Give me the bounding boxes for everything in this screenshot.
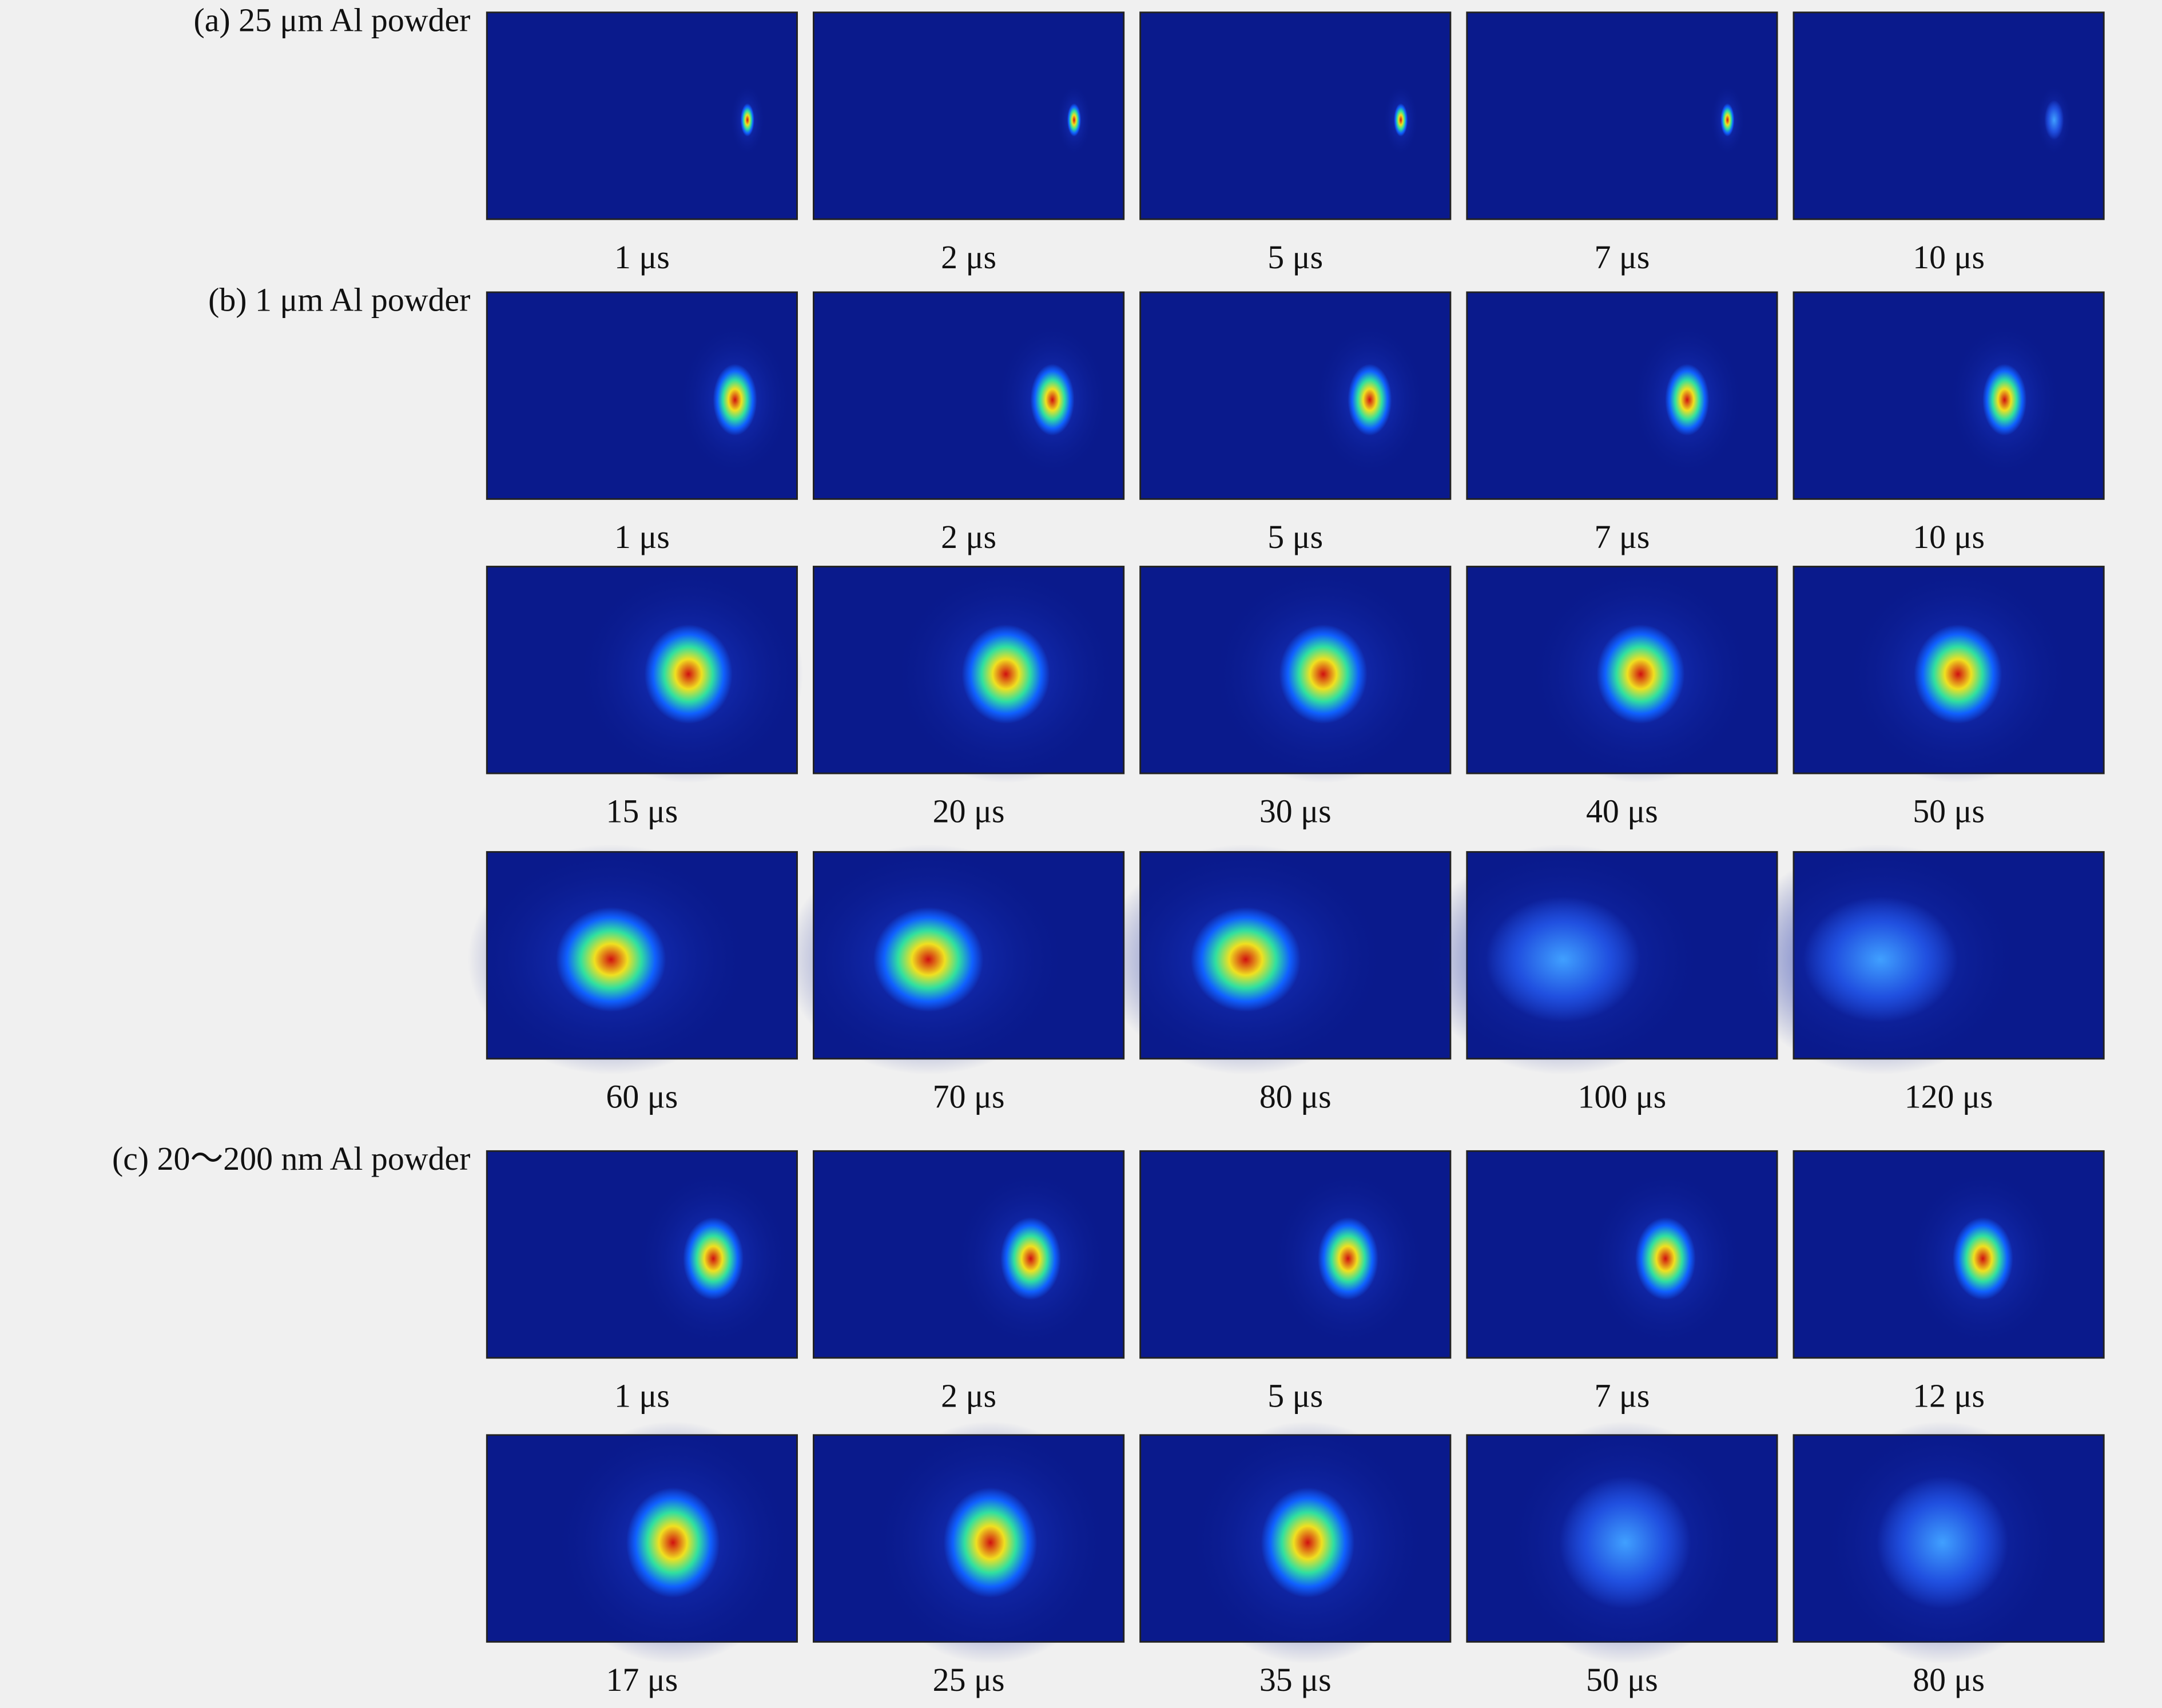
time-caption: 15 μs [606,793,678,830]
panel-label: (c) 20～200 nm Al powder [112,1140,470,1177]
time-caption: 5 μs [1267,1377,1323,1414]
plume [1348,364,1392,436]
plume [555,907,666,1012]
panel-label: (a) 25 μm Al powder [193,1,470,38]
plume [1485,896,1640,1023]
plume [1877,1476,2008,1609]
time-caption: 25 μs [933,1661,1005,1698]
plume [873,907,984,1012]
plume [943,1487,1038,1598]
plume [1190,907,1301,1012]
plume [2044,100,2064,140]
time-caption: 2 μs [941,518,996,555]
time-caption: 7 μs [1594,518,1650,555]
time-caption: 12 μs [1913,1377,1985,1414]
plume [1394,103,1408,137]
time-caption: 80 μs [1913,1661,1985,1698]
panel-label: (b) 1 μm Al powder [208,281,470,318]
plume [1596,624,1685,724]
time-caption: 7 μs [1594,239,1650,276]
time-caption: 2 μs [941,1377,996,1414]
time-caption: 50 μs [1586,1661,1658,1698]
plume [1665,364,1710,436]
plume [683,1217,744,1300]
time-caption: 1 μs [614,1377,670,1414]
plume [1317,1217,1378,1300]
time-caption: 2 μs [941,239,996,276]
time-caption: 10 μs [1913,239,1985,276]
time-caption: 1 μs [614,518,670,555]
plume [1030,364,1075,436]
plume [1982,364,2027,436]
plume [1279,624,1368,724]
time-caption: 80 μs [1259,1078,1332,1115]
plume [1261,1487,1355,1598]
time-caption: 70 μs [933,1078,1005,1115]
time-caption: 30 μs [1259,793,1332,830]
time-caption: 35 μs [1259,1661,1332,1698]
plume [626,1487,720,1598]
plume [1914,624,2002,724]
time-caption: 5 μs [1267,518,1323,555]
time-caption: 50 μs [1913,793,1985,830]
plume [1000,1217,1062,1300]
plume [1952,1217,2013,1300]
plume [644,624,733,724]
plume [740,103,754,137]
time-caption: 17 μs [606,1661,678,1698]
plume [961,624,1050,724]
plume [1635,1217,1696,1300]
plume [1720,103,1735,137]
time-caption: 5 μs [1267,239,1323,276]
plume [1803,896,1958,1023]
time-caption: 60 μs [606,1078,678,1115]
plume [1067,103,1081,137]
time-caption: 10 μs [1913,518,1985,555]
time-caption: 40 μs [1586,793,1658,830]
time-caption: 100 μs [1578,1078,1667,1115]
plume [1559,1476,1691,1609]
time-caption: 20 μs [933,793,1005,830]
time-caption: 120 μs [1905,1078,1993,1115]
time-caption: 1 μs [614,239,670,276]
time-caption: 7 μs [1594,1377,1650,1414]
plume [713,364,757,436]
